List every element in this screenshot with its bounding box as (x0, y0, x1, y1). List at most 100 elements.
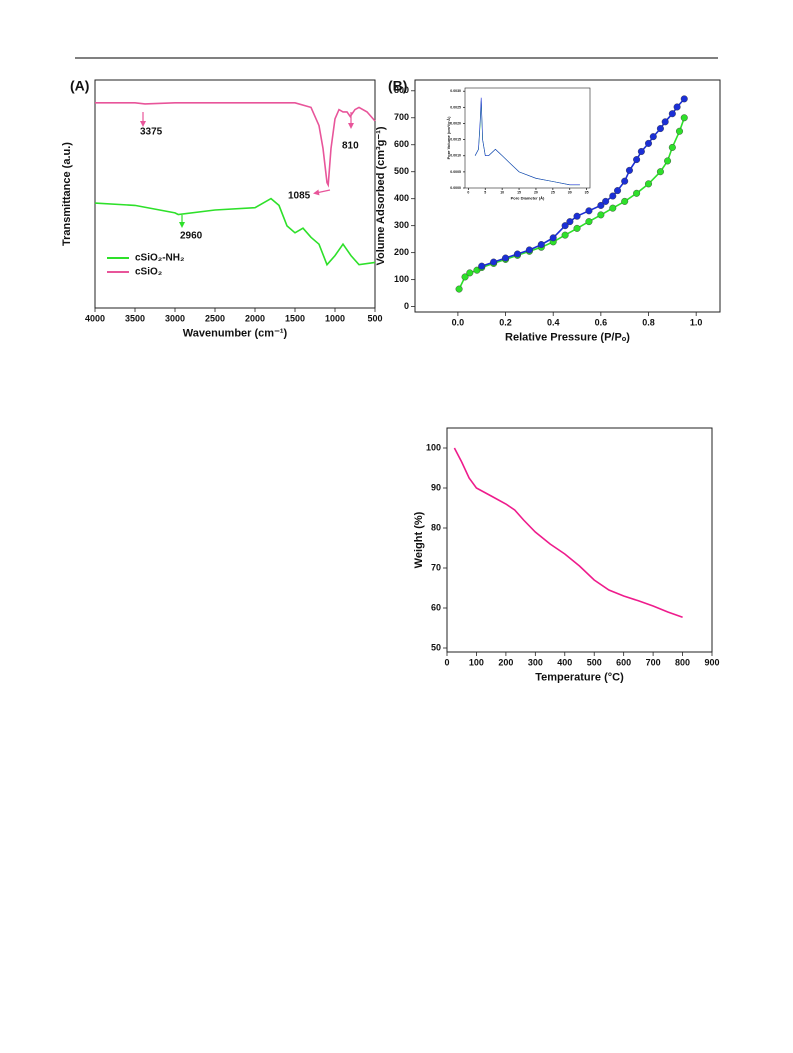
data-point (597, 201, 605, 209)
x-tick-label: 900 (704, 658, 719, 668)
x-tick-label: 400 (557, 658, 572, 668)
x-tick-label: 3000 (165, 314, 185, 324)
y-tick-label: 0.0015 (450, 138, 461, 142)
data-point (637, 147, 645, 155)
annotation: 2960 (180, 231, 203, 242)
y-tick-label: 800 (394, 85, 409, 95)
data-point (680, 114, 688, 122)
data-point (621, 177, 629, 185)
data-point (478, 262, 486, 270)
data-point (609, 192, 617, 200)
plot-frame (94, 79, 376, 309)
x-tick-label: 0 (444, 658, 449, 668)
x-tick-label: 1000 (325, 314, 345, 324)
x-tick-label: 15 (517, 191, 521, 195)
data-point (585, 207, 593, 215)
y-tick-label: 50 (431, 642, 441, 652)
series-line (453, 447, 683, 618)
y-tick-label: 100 (394, 274, 409, 284)
data-point (573, 224, 581, 232)
data-point (664, 157, 672, 165)
y-tick-label: 0.0030 (450, 89, 461, 93)
x-axis-label: Pore Diameter (Å) (511, 195, 545, 200)
x-tick-label: 20 (534, 191, 538, 195)
x-tick-label: 25 (551, 191, 555, 195)
data-point (625, 166, 633, 174)
x-tick-label: 30 (568, 191, 572, 195)
y-tick-label: 0.0025 (450, 105, 461, 109)
x-axis-label: Temperature (°C) (535, 672, 624, 684)
data-point (537, 241, 545, 249)
x-tick-label: 0.4 (547, 318, 560, 328)
y-tick-label: 100 (426, 442, 441, 452)
x-axis-label: Relative Pressure (P/Pₒ) (505, 332, 630, 344)
data-point (561, 231, 569, 239)
data-point (680, 95, 688, 103)
annotation: 1085 (288, 191, 311, 202)
x-tick-label: 0 (467, 191, 469, 195)
y-tick-label: 80 (431, 522, 441, 532)
annotation-arrowhead (348, 123, 354, 129)
data-point (561, 222, 569, 230)
y-tick-label: 70 (431, 562, 441, 572)
x-tick-label: 4000 (85, 314, 105, 324)
y-axis-label: Volume Adsorbed (cm³g⁻¹) (375, 126, 387, 265)
annotation-arrowhead (140, 121, 146, 127)
data-point (668, 143, 676, 151)
x-tick-label: 100 (469, 658, 484, 668)
data-point (525, 246, 533, 254)
x-tick-label: 2000 (245, 314, 265, 324)
plot-frame (446, 427, 713, 653)
data-point (466, 269, 474, 277)
data-point (455, 285, 463, 293)
data-point (661, 118, 669, 126)
data-point (461, 273, 469, 281)
x-tick-label: 2500 (205, 314, 225, 324)
y-tick-label: 200 (394, 247, 409, 257)
y-axis-label: Pore Volume (cm³/g·Å) (446, 116, 451, 159)
y-tick-label: 0 (404, 301, 409, 311)
x-tick-label: 3500 (125, 314, 145, 324)
legend-label: cSiO₂ (135, 267, 162, 278)
data-point (513, 250, 521, 258)
x-tick-label: 0.8 (642, 318, 655, 328)
y-tick-label: 500 (394, 166, 409, 176)
y-tick-label: 90 (431, 482, 441, 492)
y-tick-label: 400 (394, 193, 409, 203)
x-tick-label: 0.2 (499, 318, 512, 328)
data-point (490, 258, 498, 266)
x-tick-label: 500 (587, 658, 602, 668)
data-point (614, 187, 622, 195)
data-point (633, 189, 641, 197)
y-tick-label: 0.0020 (450, 121, 461, 125)
data-point (549, 234, 557, 242)
data-point (502, 254, 510, 262)
x-tick-label: 500 (367, 314, 382, 324)
panel-label: (B) (388, 78, 407, 94)
x-tick-label: 700 (646, 658, 661, 668)
data-point (573, 212, 581, 220)
x-tick-label: 0.0 (452, 318, 465, 328)
annotation: 3375 (140, 127, 163, 138)
y-axis-label: Transmittance (a.u.) (61, 142, 73, 246)
x-tick-label: 1.0 (690, 318, 703, 328)
data-point (585, 218, 593, 226)
y-tick-label: 0.0000 (450, 186, 461, 190)
y-tick-label: 0.0005 (450, 170, 461, 174)
data-point (656, 125, 664, 133)
data-point (602, 197, 610, 205)
series-line (95, 102, 376, 188)
data-point (645, 180, 653, 188)
y-axis-label: Weight (%) (413, 511, 425, 568)
plot-frame (414, 79, 721, 313)
plot-frame (464, 87, 591, 189)
data-point (609, 204, 617, 212)
x-tick-label: 35 (585, 191, 589, 195)
x-tick-label: 10 (500, 191, 504, 195)
data-point (668, 110, 676, 118)
x-tick-label: 600 (616, 658, 631, 668)
x-tick-label: 800 (675, 658, 690, 668)
annotation: 810 (342, 141, 359, 152)
